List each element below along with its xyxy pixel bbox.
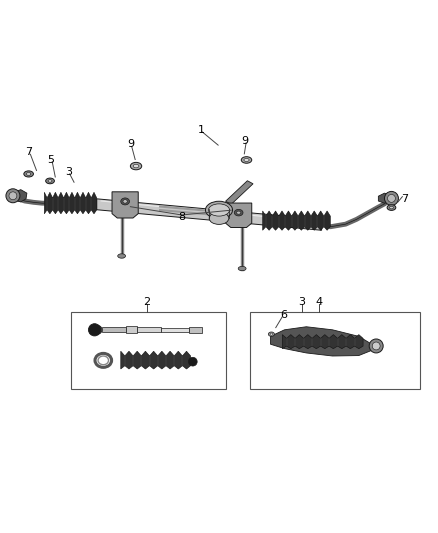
Ellipse shape — [270, 333, 273, 335]
Polygon shape — [121, 351, 191, 369]
Ellipse shape — [131, 163, 142, 170]
Circle shape — [188, 357, 197, 366]
Ellipse shape — [121, 198, 130, 205]
Bar — [161, 328, 189, 332]
Ellipse shape — [387, 205, 396, 211]
Polygon shape — [271, 327, 372, 356]
Bar — [71, 312, 226, 389]
Circle shape — [385, 191, 399, 205]
Ellipse shape — [26, 172, 31, 175]
Polygon shape — [97, 199, 321, 230]
Polygon shape — [44, 192, 97, 214]
Ellipse shape — [241, 157, 252, 163]
Ellipse shape — [268, 332, 275, 336]
Polygon shape — [283, 335, 363, 349]
Ellipse shape — [123, 200, 127, 203]
Ellipse shape — [205, 201, 233, 219]
Circle shape — [6, 189, 20, 203]
Bar — [250, 312, 420, 389]
Polygon shape — [263, 211, 330, 230]
Text: 9: 9 — [242, 136, 249, 146]
Text: 7: 7 — [401, 194, 408, 204]
Text: 1: 1 — [198, 125, 205, 135]
Ellipse shape — [118, 254, 126, 258]
Ellipse shape — [46, 178, 54, 184]
Circle shape — [369, 339, 383, 353]
Polygon shape — [226, 181, 253, 204]
Bar — [137, 327, 161, 333]
Ellipse shape — [389, 206, 393, 209]
Ellipse shape — [209, 212, 229, 224]
Ellipse shape — [24, 171, 33, 177]
Polygon shape — [14, 190, 27, 202]
Text: 4: 4 — [316, 297, 323, 308]
Text: 3: 3 — [65, 167, 72, 177]
Circle shape — [9, 192, 17, 200]
Circle shape — [372, 342, 380, 350]
Text: 9: 9 — [127, 139, 134, 149]
Ellipse shape — [93, 326, 102, 334]
Ellipse shape — [234, 209, 243, 216]
Ellipse shape — [133, 164, 139, 168]
Ellipse shape — [48, 180, 52, 182]
Ellipse shape — [237, 211, 241, 214]
Bar — [102, 327, 126, 333]
Ellipse shape — [238, 266, 246, 271]
Polygon shape — [378, 193, 391, 203]
Text: 7: 7 — [25, 147, 33, 157]
Polygon shape — [226, 203, 252, 228]
Text: 8: 8 — [178, 212, 185, 222]
Text: 3: 3 — [298, 297, 305, 308]
Circle shape — [88, 324, 101, 336]
Text: 6: 6 — [280, 310, 287, 320]
Polygon shape — [112, 192, 138, 218]
Text: 2: 2 — [143, 297, 151, 308]
Circle shape — [388, 195, 396, 203]
Ellipse shape — [244, 158, 249, 161]
Bar — [126, 326, 137, 333]
Text: 5: 5 — [47, 155, 54, 165]
Ellipse shape — [208, 204, 230, 216]
Bar — [189, 327, 202, 333]
